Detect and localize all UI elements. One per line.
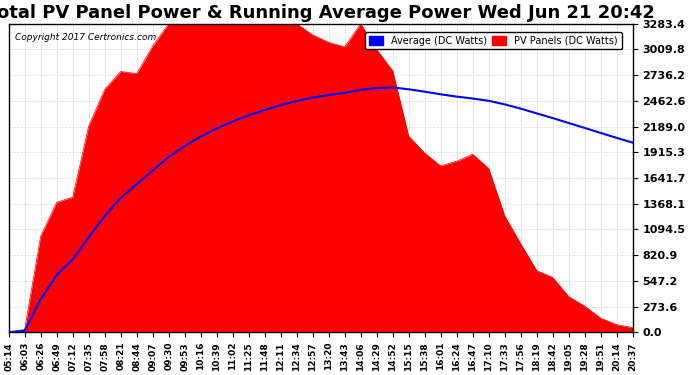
Text: Copyright 2017 Certronics.com: Copyright 2017 Certronics.com	[15, 33, 156, 42]
Title: Total PV Panel Power & Running Average Power Wed Jun 21 20:42: Total PV Panel Power & Running Average P…	[0, 4, 655, 22]
Legend: Average (DC Watts), PV Panels (DC Watts): Average (DC Watts), PV Panels (DC Watts)	[364, 32, 622, 50]
